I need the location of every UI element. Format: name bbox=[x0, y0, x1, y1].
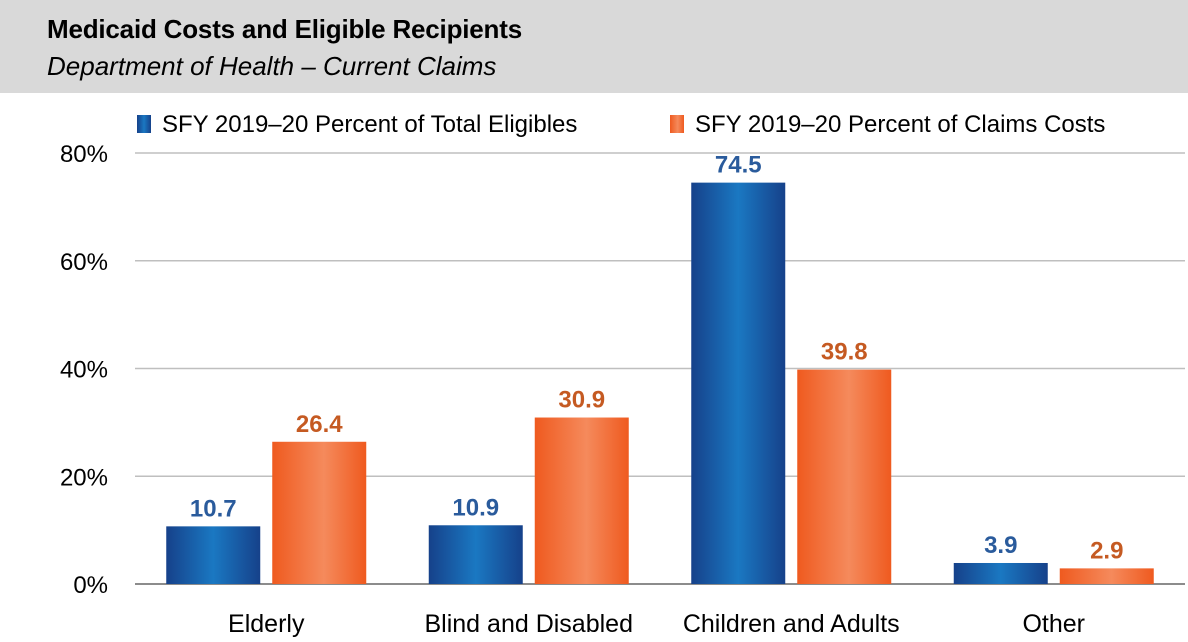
x-tick-label: Other bbox=[1022, 610, 1085, 638]
legend-swatch bbox=[670, 115, 684, 133]
data-label: 10.9 bbox=[452, 494, 499, 521]
bar-claims-costs bbox=[797, 369, 892, 584]
y-tick-label: 80% bbox=[60, 141, 108, 168]
bar-eligibles bbox=[428, 525, 523, 584]
bar-eligibles bbox=[166, 526, 261, 584]
bar-eligibles bbox=[691, 182, 786, 584]
chart-header: Medicaid Costs and Eligible Recipients D… bbox=[0, 0, 1188, 93]
x-tick-label: Elderly bbox=[228, 610, 305, 638]
y-tick-label: 20% bbox=[60, 464, 108, 491]
data-label: 26.4 bbox=[296, 411, 343, 438]
data-label: 3.9 bbox=[984, 532, 1017, 559]
bar-claims-costs bbox=[272, 441, 367, 584]
data-labels: 10.7 26.4 10.9 30.9 74.5 39.8 3.9 2.9 bbox=[190, 152, 1124, 565]
data-label: 74.5 bbox=[715, 152, 762, 179]
legend: SFY 2019–20 Percent of Total Eligibles SF… bbox=[137, 111, 1105, 138]
legend-swatch bbox=[137, 115, 151, 133]
y-axis: 0% 20% 40% 60% 80% bbox=[60, 141, 108, 599]
y-tick-label: 0% bbox=[73, 572, 108, 599]
data-label: 2.9 bbox=[1090, 537, 1123, 564]
x-tick-label: Children and Adults bbox=[683, 610, 900, 638]
data-label: 30.9 bbox=[558, 387, 605, 414]
bars bbox=[166, 182, 1154, 584]
bar-claims-costs bbox=[534, 417, 629, 584]
data-label: 39.8 bbox=[821, 339, 868, 366]
chart-subtitle: Department of Health – Current Claims bbox=[47, 51, 497, 81]
y-tick-label: 60% bbox=[60, 249, 108, 276]
bar-claims-costs bbox=[1059, 568, 1154, 584]
bar-eligibles bbox=[953, 562, 1048, 584]
data-label: 10.7 bbox=[190, 495, 237, 522]
chart-title: Medicaid Costs and Eligible Recipients bbox=[47, 14, 522, 44]
legend-label: SFY 2019–20 Percent of Total Eligibles bbox=[162, 111, 577, 138]
y-tick-label: 40% bbox=[60, 357, 108, 384]
x-tick-label: Blind and Disabled bbox=[425, 610, 633, 638]
x-axis: Elderly Blind and Disabled Children and Ad… bbox=[228, 610, 1085, 638]
legend-label: SFY 2019–20 Percent of Claims Costs bbox=[695, 111, 1105, 138]
